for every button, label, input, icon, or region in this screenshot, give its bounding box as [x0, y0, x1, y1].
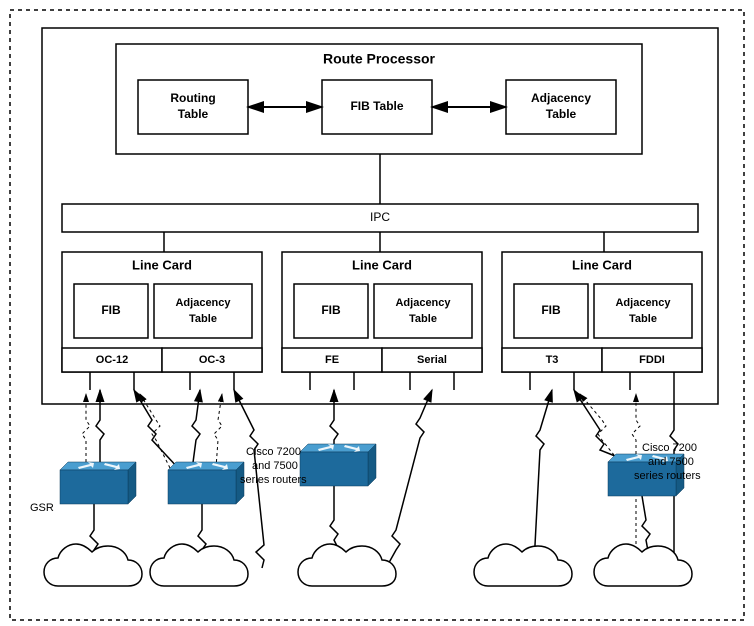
svg-text:GSR: GSR	[30, 502, 54, 514]
svg-text:Adjacency: Adjacency	[395, 297, 451, 309]
svg-text:Adjacency: Adjacency	[531, 91, 591, 105]
svg-text:FIB: FIB	[321, 303, 341, 317]
svg-text:Routing: Routing	[170, 91, 215, 105]
svg-text:Cisco 7200: Cisco 7200	[642, 442, 697, 454]
svg-text:and 7500: and 7500	[252, 460, 298, 472]
svg-text:Serial: Serial	[417, 354, 447, 366]
network-diagram: Route Processor Routing Table FIB Table Adja…	[0, 0, 754, 626]
svg-text:Table: Table	[409, 313, 437, 325]
svg-text:Adjacency: Adjacency	[615, 297, 671, 309]
svg-text:Line Card: Line Card	[132, 257, 192, 272]
svg-text:OC-12: OC-12	[96, 354, 128, 366]
svg-text:FIB: FIB	[101, 303, 121, 317]
svg-text:IPC: IPC	[370, 210, 390, 224]
svg-text:Route Processor: Route Processor	[323, 51, 436, 67]
svg-text:Table: Table	[189, 313, 217, 325]
svg-text:and 7500: and 7500	[648, 456, 694, 468]
svg-text:Table: Table	[178, 107, 209, 121]
svg-text:series routers: series routers	[240, 474, 307, 486]
svg-text:Cisco 7200: Cisco 7200	[246, 446, 301, 458]
svg-text:FIB Table: FIB Table	[350, 99, 403, 113]
svg-text:Table: Table	[546, 107, 577, 121]
svg-text:FIB: FIB	[541, 303, 561, 317]
svg-text:Line Card: Line Card	[572, 257, 632, 272]
svg-text:T3: T3	[546, 354, 559, 366]
svg-text:OC-3: OC-3	[199, 354, 225, 366]
svg-text:Table: Table	[629, 313, 657, 325]
svg-text:series routers: series routers	[634, 470, 701, 482]
svg-text:FE: FE	[325, 354, 339, 366]
svg-text:FDDI: FDDI	[639, 354, 665, 366]
svg-text:Adjacency: Adjacency	[175, 297, 231, 309]
svg-text:Line Card: Line Card	[352, 257, 412, 272]
